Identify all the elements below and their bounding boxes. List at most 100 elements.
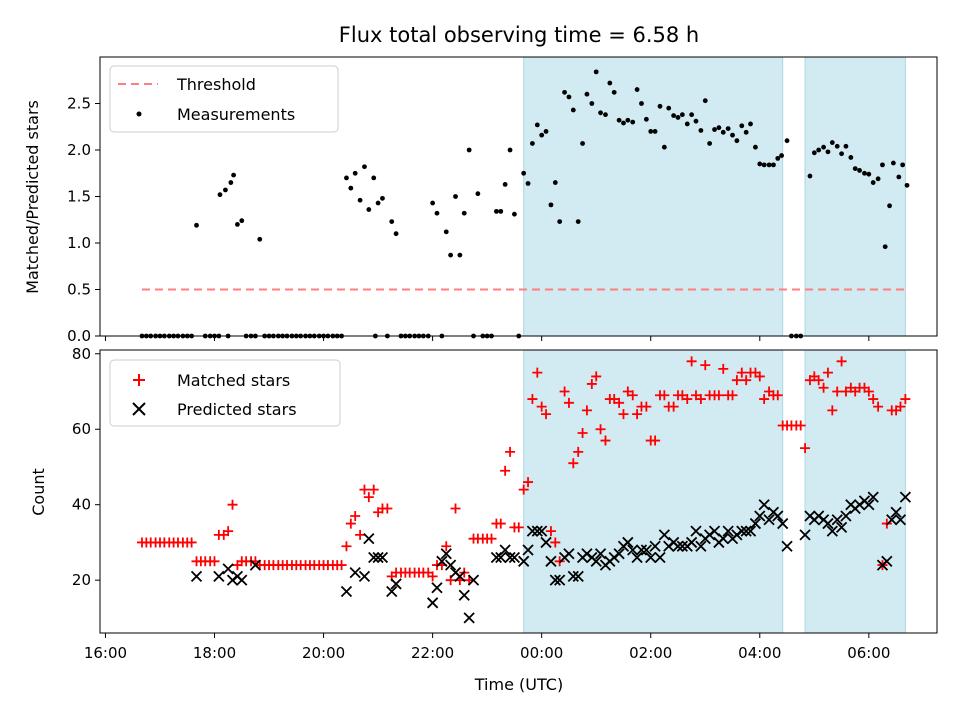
bottom-highlight-span-1 <box>804 349 906 634</box>
predicted-star-point-33 <box>526 525 539 537</box>
matched-star-point-137 <box>759 394 770 405</box>
measurement-point-88 <box>530 141 535 146</box>
measurements-points <box>139 69 910 339</box>
matched-star-point-109 <box>632 409 643 420</box>
predicted-star-point-70 <box>695 540 707 552</box>
measurement-point-48 <box>352 170 358 176</box>
matched-star-point-16 <box>209 556 220 567</box>
top-highlight-span-1 <box>804 56 906 337</box>
matched-star-point-136 <box>754 371 765 382</box>
matched-star-point-67 <box>441 541 452 552</box>
bottom-legend-box <box>109 359 341 427</box>
measurement-point-161 <box>866 171 872 177</box>
bottom-y-axis-label: Count <box>29 468 48 516</box>
top-panel: 0.0 0.5 1.0 1.5 2.0 2.5 Matched/Predicted sta… <box>23 56 938 345</box>
measurement-point-135 <box>743 129 749 135</box>
predicted-star-point-109 <box>890 506 902 518</box>
predicted-star-point-47 <box>590 555 602 567</box>
measurement-point-134 <box>739 123 745 129</box>
measurement-point-167 <box>890 160 896 166</box>
predicted-star-point-11 <box>368 551 380 564</box>
measurement-point-106 <box>611 89 617 95</box>
measurement-point-163 <box>875 176 881 182</box>
matched-star-point-108 <box>627 390 638 401</box>
matched-star-point-149 <box>813 375 824 386</box>
measurement-point-130 <box>720 129 726 135</box>
measurement-point-143 <box>779 153 784 158</box>
matched-star-point-105 <box>614 397 625 408</box>
bottom-ytick-label-3: 80 <box>72 345 91 363</box>
measurement-point-132 <box>730 132 735 138</box>
measurement-point-108 <box>621 120 626 126</box>
predicted-star-point-59 <box>645 551 657 564</box>
measurement-point-94 <box>557 219 563 225</box>
measurement-point-149 <box>811 150 817 156</box>
predicted-star-point-14 <box>386 585 398 598</box>
predicted-star-point-57 <box>635 544 648 556</box>
bottom-ytick-label-0: 20 <box>72 571 91 589</box>
predicted-star-point-104 <box>863 499 875 511</box>
predicted-star-point-61 <box>654 551 666 564</box>
predicted-star-point-43 <box>572 570 584 583</box>
measurement-point-89 <box>534 122 540 128</box>
predicted-star-point-54 <box>622 536 634 549</box>
predicted-star-point-0 <box>190 570 203 583</box>
predicted-star-point-23 <box>458 589 470 601</box>
predicted-star-point-76 <box>722 525 734 537</box>
matched-star-point-161 <box>868 394 879 405</box>
predicted-star-point-20 <box>444 559 457 571</box>
predicted-star-point-62 <box>658 529 670 541</box>
predicted-star-point-82 <box>749 517 762 530</box>
predicted-star-point-66 <box>676 540 688 552</box>
matched-star-point-131 <box>731 375 742 386</box>
measurement-point-164 <box>880 162 885 168</box>
top-y-axis: 0.0 0.5 1.0 1.5 2.0 2.5 <box>67 95 100 345</box>
predicted-star-point-39 <box>554 574 566 586</box>
matched-star-point-69 <box>450 503 461 514</box>
measurement-point-156 <box>843 143 849 149</box>
bottom-xtick-label-5: 02:00 <box>629 644 672 662</box>
measurement-point-144 <box>784 138 790 144</box>
predicted-star-point-75 <box>717 533 729 545</box>
measurement-point-22 <box>235 222 240 227</box>
measurement-point-74 <box>466 147 472 153</box>
measurement-point-110 <box>630 119 636 125</box>
measurement-point-150 <box>816 147 822 153</box>
matched-star-point-90 <box>545 526 556 537</box>
predicted-star-point-32 <box>522 544 534 556</box>
matched-star-point-45 <box>341 541 352 552</box>
predicted-star-point-10 <box>363 533 375 545</box>
measurement-point-20 <box>228 180 234 185</box>
predicted-star-point-34 <box>531 525 543 537</box>
matched-star-point-91 <box>550 537 561 548</box>
measurement-point-98 <box>575 219 581 225</box>
measurement-point-17 <box>217 192 223 198</box>
matched-star-point-145 <box>795 420 806 431</box>
matched-star-point-97 <box>577 428 588 439</box>
measurement-point-93 <box>552 180 558 185</box>
measurement-point-165 <box>882 244 888 250</box>
measurement-point-153 <box>829 140 835 145</box>
matched-star-point-140 <box>772 390 783 401</box>
bottom-xtick-label-0: 16:00 <box>84 644 127 662</box>
predicted-stars-points <box>190 491 912 624</box>
predicted-star-point-15 <box>390 578 402 590</box>
predicted-star-point-36 <box>540 536 552 549</box>
measurement-point-97 <box>570 107 576 113</box>
measurement-point-96 <box>566 94 572 100</box>
measurement-point-170 <box>904 182 910 188</box>
measurement-point-121 <box>679 112 685 118</box>
predicted-star-point-96 <box>826 525 838 537</box>
matched-star-point-51 <box>368 484 379 495</box>
measurement-point-122 <box>684 121 690 127</box>
measurement-point-86 <box>521 170 527 176</box>
measurements-legend-swatch <box>136 111 142 117</box>
matched-star-point-80 <box>500 465 511 476</box>
predicted-star-point-28 <box>499 544 511 556</box>
measurement-point-18 <box>223 187 228 193</box>
measurement-point-139 <box>761 162 767 168</box>
matched-star-point-46 <box>345 518 356 529</box>
predicted-star-point-17 <box>431 582 443 594</box>
measurement-point-105 <box>607 80 613 86</box>
